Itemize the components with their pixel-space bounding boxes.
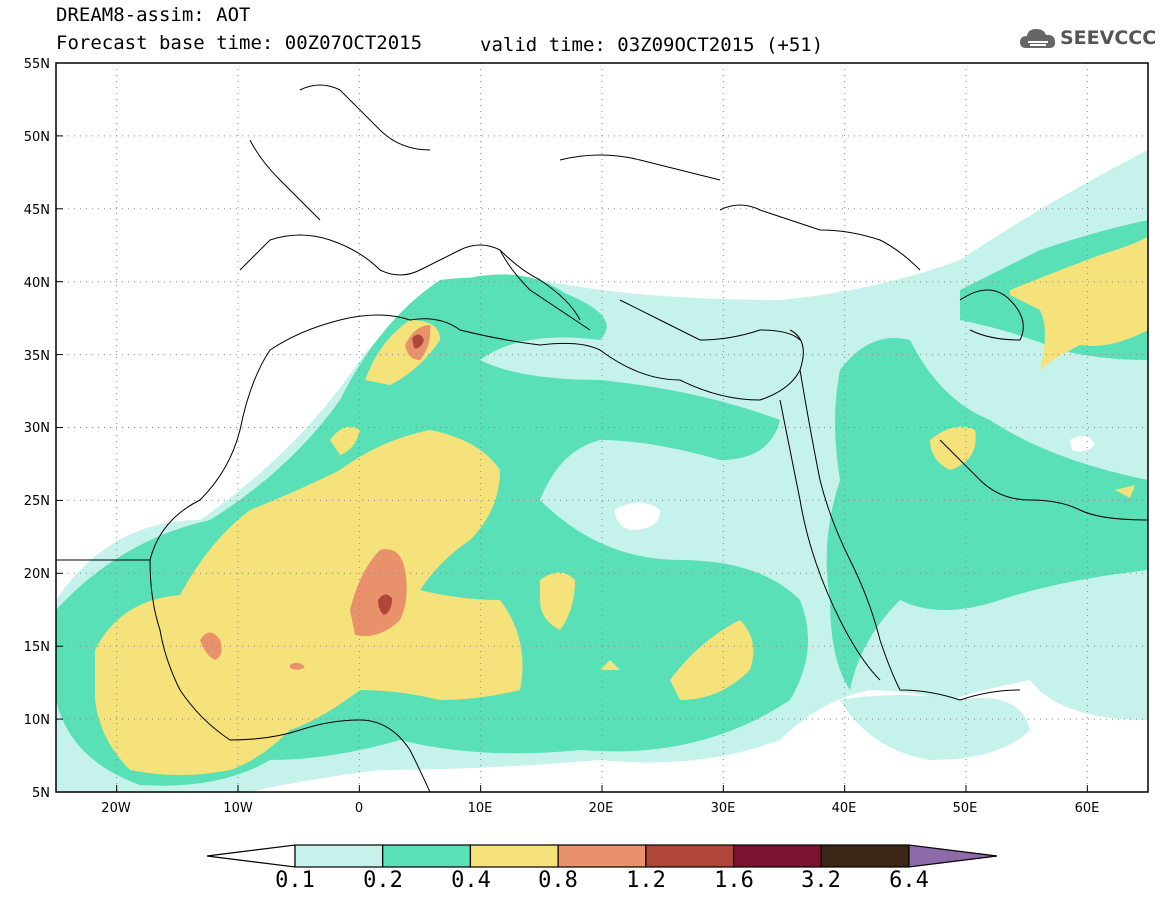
lon-label: 10E	[468, 801, 493, 816]
colorbar-label: 0.4	[451, 868, 491, 893]
colorbar-label: 1.2	[626, 868, 666, 893]
lon-label: 40E	[832, 801, 857, 816]
axis-ticks	[56, 62, 1088, 793]
colorbar-under-arrow	[206, 844, 296, 868]
colorbar-swatch	[645, 844, 735, 868]
lat-label: 20N	[24, 567, 50, 582]
colorbar-swatch	[469, 844, 559, 868]
aot-level-0-4	[95, 235, 1148, 775]
lat-label: 35N	[24, 349, 50, 364]
logo-text: SEEVCCC	[1060, 27, 1157, 49]
seevccc-logo: SEEVCCC	[1018, 24, 1157, 54]
lat-label: 50N	[24, 130, 50, 145]
colorbar-swatch	[732, 844, 822, 868]
colorbar-swatch	[557, 844, 647, 868]
lon-label: 20W	[101, 801, 131, 816]
colorbar-label: 6.4	[889, 868, 929, 893]
lon-label: 50E	[953, 801, 978, 816]
lon-label: 60E	[1075, 801, 1100, 816]
colorbar-label: 0.2	[363, 868, 403, 893]
colorbar-swatch	[382, 844, 472, 868]
colorbar-label: 3.2	[801, 868, 841, 893]
lon-label: 30E	[711, 801, 736, 816]
lat-label: 5N	[32, 786, 50, 801]
cloud-icon	[1020, 29, 1056, 48]
colorbar-label: 0.1	[275, 868, 315, 893]
valid-time: valid time: 03Z09OCT2015 (+51)	[480, 34, 824, 56]
lat-label: 45N	[24, 203, 50, 218]
lon-label: 10W	[223, 801, 253, 816]
aot-level-1-2	[378, 334, 424, 615]
map-title: DREAM8-assim: AOT	[56, 4, 251, 26]
lat-label: 10N	[24, 713, 50, 728]
forecast-base-time: Forecast base time: 00Z07OCT2015	[56, 32, 423, 54]
lon-label: 0	[355, 801, 363, 816]
lat-label: 55N	[24, 57, 50, 72]
lat-label: 15N	[24, 640, 50, 655]
coastlines	[56, 84, 1148, 792]
colorbar-label: 0.8	[538, 868, 578, 893]
latitude-labels: 55N 50N 45N 40N 35N 30N 25N 20N 15N 10N …	[24, 57, 50, 801]
lon-label: 20E	[589, 801, 614, 816]
lat-label: 30N	[24, 421, 50, 436]
lat-label: 25N	[24, 494, 50, 509]
colorbar-over-arrow	[908, 844, 998, 868]
lat-label: 40N	[24, 276, 50, 291]
longitude-labels: 20W 10W 0 10E 20E 30E 40E 50E 60E	[101, 801, 1099, 816]
colorbar-labels: 0.1 0.2 0.4 0.8 1.2 1.6 3.2 6.4	[0, 868, 1165, 898]
colorbar-swatch	[294, 844, 384, 868]
colorbar-swatch	[820, 844, 910, 868]
colorbar-label: 1.6	[714, 868, 754, 893]
graticule	[56, 63, 1148, 792]
aot-clear-patches	[615, 436, 1095, 530]
colorbar	[206, 844, 998, 868]
